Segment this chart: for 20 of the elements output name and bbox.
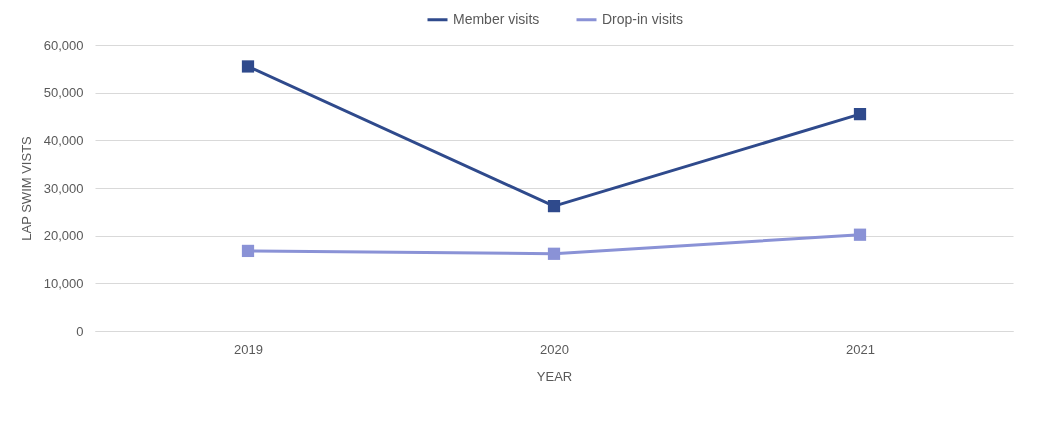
y-tick-label: 0 [76,323,84,339]
y-tick-label: 40,000 [43,132,84,148]
point [241,244,255,258]
legend-label: Member visits [453,10,540,27]
point [853,107,867,121]
point [547,199,561,213]
y-tick-label: 50,000 [43,85,84,101]
x-tick-label: 2019 [234,341,263,357]
y-tick-label: 60,000 [43,37,84,53]
y-tick-label: 10,000 [43,275,84,291]
legend-label: Drop-in visits [602,10,683,27]
x-axis-title: YEAR [536,368,573,384]
point [241,60,255,73]
x-tick-label: 2020 [540,341,569,357]
y-axis-title: LAP SWIM VISTS [18,135,34,241]
x-tick-label: 2021 [846,341,875,357]
y-tick-label: 30,000 [43,180,84,196]
point [853,228,867,241]
y-tick-label: 20,000 [43,228,84,244]
point [547,247,561,260]
